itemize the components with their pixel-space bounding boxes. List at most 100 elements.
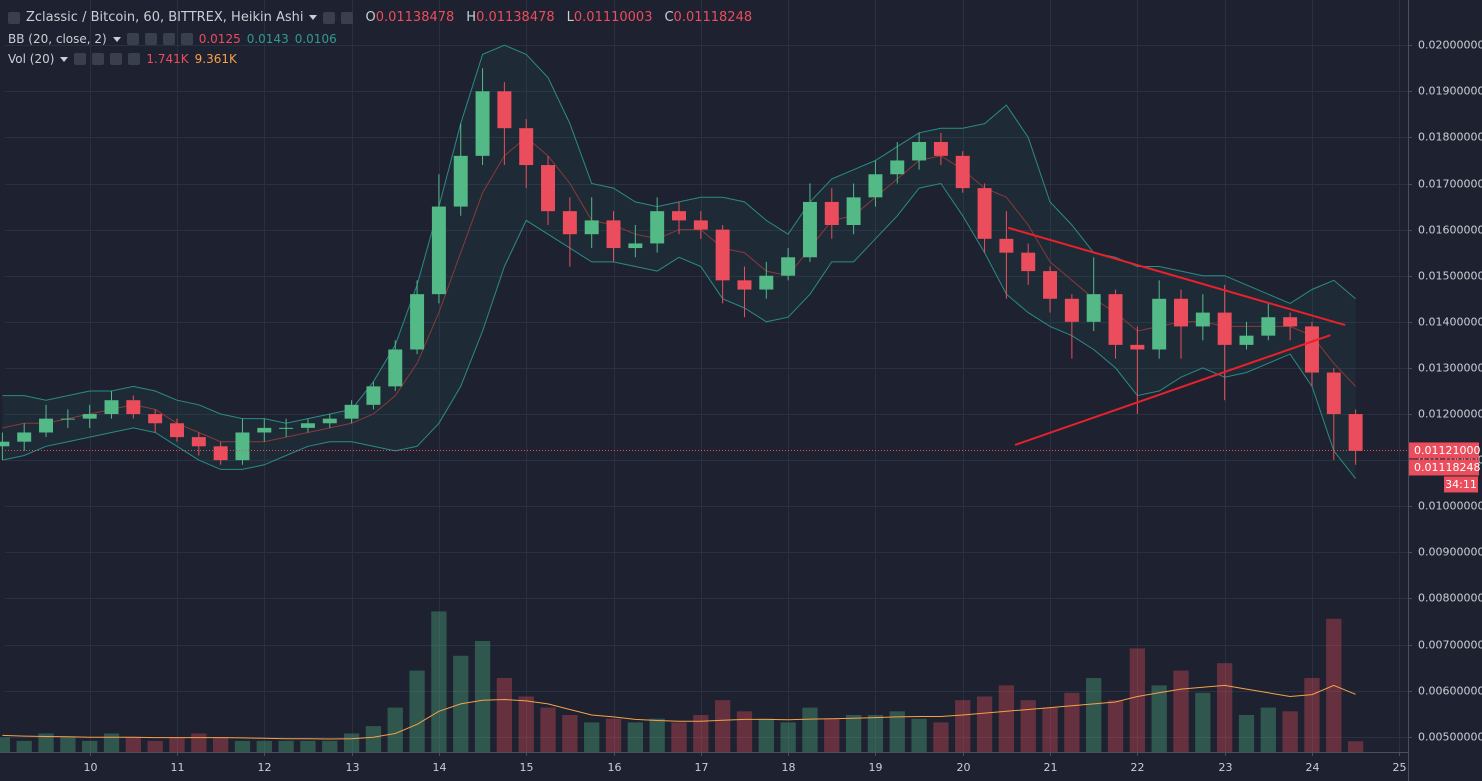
ohlc-value: 0.01118248 bbox=[673, 10, 753, 25]
volume-bar bbox=[343, 733, 360, 752]
candle-body bbox=[148, 414, 163, 424]
candle-body bbox=[672, 211, 686, 221]
x-tick-label: 24 bbox=[1306, 761, 1320, 774]
settings-icon[interactable] bbox=[144, 33, 157, 45]
volume-bar bbox=[256, 740, 272, 752]
x-tick-label: 13 bbox=[346, 761, 360, 774]
volume-bar bbox=[1064, 692, 1080, 752]
volume-bar bbox=[300, 740, 316, 752]
candle-body bbox=[322, 418, 337, 424]
candle-body bbox=[977, 188, 992, 239]
volume-bar bbox=[584, 722, 600, 752]
x-tick-label: 21 bbox=[1044, 761, 1058, 774]
volume-bar bbox=[605, 718, 622, 752]
eye-icon[interactable] bbox=[341, 11, 354, 24]
volume-bar bbox=[387, 707, 403, 752]
volume-bar bbox=[1173, 670, 1189, 752]
candle-body bbox=[213, 446, 228, 461]
settings-icon[interactable] bbox=[92, 53, 105, 65]
menu-caret[interactable] bbox=[309, 15, 318, 20]
candle-body bbox=[235, 432, 250, 461]
x-tick-label: 11 bbox=[171, 761, 185, 774]
y-tick-label: 0.00800000 bbox=[1418, 592, 1482, 605]
close-icon[interactable] bbox=[180, 33, 193, 45]
settings-icon[interactable] bbox=[323, 11, 336, 24]
volume-bar bbox=[38, 733, 54, 752]
x-tick-label: 23 bbox=[1219, 761, 1233, 774]
x-tick-label: 25 bbox=[1393, 761, 1407, 774]
candle-body bbox=[497, 91, 512, 129]
bb-lower-line bbox=[2, 182, 1356, 479]
add-icon[interactable] bbox=[110, 53, 123, 65]
ohlc-value: 0.01138478 bbox=[476, 10, 555, 25]
volume-bar bbox=[1304, 678, 1320, 752]
volume-bar bbox=[1217, 663, 1233, 752]
add-icon[interactable] bbox=[162, 33, 175, 45]
menu-caret[interactable] bbox=[60, 56, 69, 62]
candle-body bbox=[1304, 326, 1319, 373]
volume-bar bbox=[234, 740, 251, 752]
volume-bar bbox=[758, 718, 774, 752]
volume-bar bbox=[736, 711, 753, 752]
candle-body bbox=[1043, 271, 1058, 299]
volume-bar bbox=[1282, 711, 1298, 752]
menu-caret[interactable] bbox=[112, 36, 121, 42]
countdown-label-box bbox=[1444, 476, 1478, 493]
x-tick-label: 19 bbox=[869, 761, 883, 774]
x-tick-label: 17 bbox=[695, 761, 709, 774]
candle-body bbox=[737, 280, 752, 290]
bb-legend: BB (20, close, 2) 0.0125 0.0143 0.0106 bbox=[8, 32, 337, 46]
eye-icon[interactable] bbox=[74, 53, 87, 65]
volume-bar bbox=[1195, 692, 1211, 752]
y-tick-label: 0.01300000 bbox=[1418, 362, 1482, 375]
volume-bar bbox=[671, 722, 687, 752]
close-price-label: 0.01118248 bbox=[1414, 461, 1480, 474]
volume-bar bbox=[1020, 700, 1036, 752]
collapse-icon[interactable] bbox=[8, 11, 20, 24]
volume-bar bbox=[1260, 707, 1276, 752]
countdown-label: 34:11 bbox=[1445, 478, 1477, 491]
indicator-value: 9.361K bbox=[194, 52, 237, 66]
candle-body bbox=[279, 427, 294, 429]
volume-bar bbox=[431, 611, 447, 752]
indicator-name: BB (20, close, 2) bbox=[8, 32, 107, 46]
volume-bar bbox=[1347, 741, 1364, 752]
x-tick-label: 20 bbox=[957, 761, 971, 774]
volume-bar bbox=[0, 737, 11, 752]
volume-bar bbox=[278, 740, 294, 752]
volume-bar bbox=[213, 737, 229, 752]
candle-body bbox=[1283, 317, 1298, 327]
volume-bar bbox=[1151, 685, 1167, 752]
candle-body bbox=[104, 400, 119, 415]
volume-bar bbox=[802, 707, 818, 752]
candle-body bbox=[82, 414, 97, 419]
candle-body bbox=[60, 418, 75, 420]
candle-body bbox=[846, 197, 861, 226]
candle-body bbox=[170, 423, 184, 438]
volume-bar bbox=[1086, 678, 1102, 752]
candle-body bbox=[1348, 414, 1363, 451]
candle-body bbox=[366, 386, 381, 405]
y-tick-label: 0.01900000 bbox=[1418, 85, 1482, 98]
candle-body bbox=[955, 155, 970, 189]
candle-body bbox=[933, 142, 948, 156]
volume-bar bbox=[169, 737, 185, 752]
last-price-label-box bbox=[1409, 442, 1479, 459]
eye-icon[interactable] bbox=[126, 33, 139, 45]
candle-body bbox=[628, 243, 643, 249]
volume-bar bbox=[1042, 707, 1058, 752]
indicator-value: 0.0143 bbox=[246, 32, 289, 46]
volume-bar bbox=[540, 707, 556, 752]
y-tick-label: 0.01700000 bbox=[1418, 178, 1482, 191]
x-tick-label: 14 bbox=[433, 761, 447, 774]
close-icon[interactable] bbox=[128, 53, 141, 65]
candle-body bbox=[17, 432, 32, 442]
volume-ma-line bbox=[2, 684, 1356, 740]
candle-body bbox=[39, 418, 54, 433]
volume-bar bbox=[1129, 648, 1145, 752]
volume-bar bbox=[1107, 700, 1124, 752]
candle-body bbox=[824, 201, 839, 226]
volume-bar bbox=[627, 722, 643, 752]
